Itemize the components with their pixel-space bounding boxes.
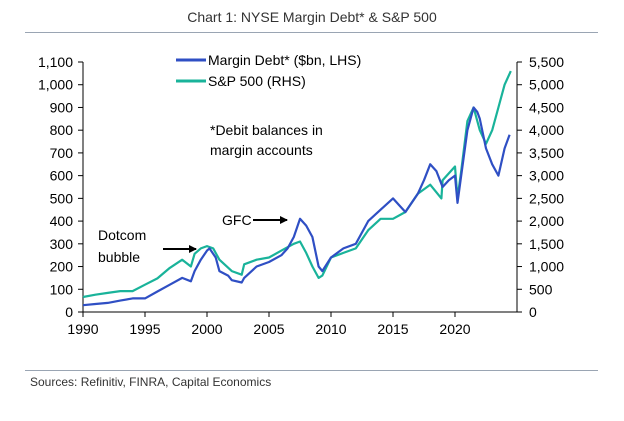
annotation-debit-note: *Debit balances in margin accounts xyxy=(210,122,323,158)
left-tick-label: 400 xyxy=(50,213,74,229)
x-tick-label: 2015 xyxy=(377,321,408,337)
x-tick-label: 2000 xyxy=(191,321,222,337)
x-tick-label: 2020 xyxy=(439,321,470,337)
right-tick-label: 2,000 xyxy=(529,213,564,229)
top-rule xyxy=(25,32,598,33)
x-tick-label: 2010 xyxy=(315,321,346,337)
annotation-debit-line2: margin accounts xyxy=(210,142,313,158)
right-tick-label: 5,500 xyxy=(529,54,564,70)
x-tick-label: 1990 xyxy=(67,321,98,337)
series-layer xyxy=(82,70,512,307)
right-tick-label: 4,500 xyxy=(529,99,564,115)
left-tick-label: 500 xyxy=(50,190,74,206)
left-tick-label: 700 xyxy=(50,145,74,161)
bottom-rule xyxy=(25,370,598,371)
annotation-dotcom: Dotcom bubble xyxy=(98,227,197,265)
right-tick-label: 4,000 xyxy=(529,122,564,138)
left-tick-label: 1,000 xyxy=(38,77,73,93)
annotation-dotcom-line1: Dotcom xyxy=(98,227,146,243)
axes xyxy=(82,62,518,313)
legend-label-margin-debt: Margin Debt* ($bn, LHS) xyxy=(208,52,361,68)
left-tick-label: 900 xyxy=(50,99,74,115)
right-tick-label: 2,500 xyxy=(529,190,564,206)
left-tick-label: 200 xyxy=(50,259,74,275)
right-tick-label: 1,000 xyxy=(529,259,564,275)
legend: Margin Debt* ($bn, LHS) S&P 500 (RHS) xyxy=(176,52,361,89)
x-tick-label: 1995 xyxy=(129,321,160,337)
right-tick-label: 500 xyxy=(529,281,553,297)
left-tick-label: 600 xyxy=(50,168,74,184)
annotation-dotcom-line2: bubble xyxy=(98,249,140,265)
annotation-gfc: GFC xyxy=(222,212,288,228)
left-tick-label: 0 xyxy=(65,304,73,320)
right-tick-label: 3,000 xyxy=(529,168,564,184)
right-tick-label: 5,000 xyxy=(529,77,564,93)
legend-label-sp500: S&P 500 (RHS) xyxy=(208,73,306,89)
annotation-debit-line1: *Debit balances in xyxy=(210,122,323,138)
tick-layer: 0 100 200 300 400 500 600 700 800 900 1,000 1,100 0 5… xyxy=(38,54,564,337)
right-tick-label: 3,500 xyxy=(529,145,564,161)
left-tick-label: 1,100 xyxy=(38,54,73,70)
left-tick-label: 300 xyxy=(50,236,74,252)
chart-title: Chart 1: NYSE Margin Debt* & S&P 500 xyxy=(187,9,437,25)
annotation-gfc-label: GFC xyxy=(222,212,252,228)
right-tick-label: 1,500 xyxy=(529,236,564,252)
x-tick-label: 2005 xyxy=(253,321,284,337)
left-tick-label: 100 xyxy=(50,281,74,297)
right-tick-label: 0 xyxy=(529,304,537,320)
series-line-margin-debt xyxy=(82,106,511,307)
source-note: Sources: Refinitiv, FINRA, Capital Econo… xyxy=(30,375,272,389)
left-tick-label: 800 xyxy=(50,122,74,138)
